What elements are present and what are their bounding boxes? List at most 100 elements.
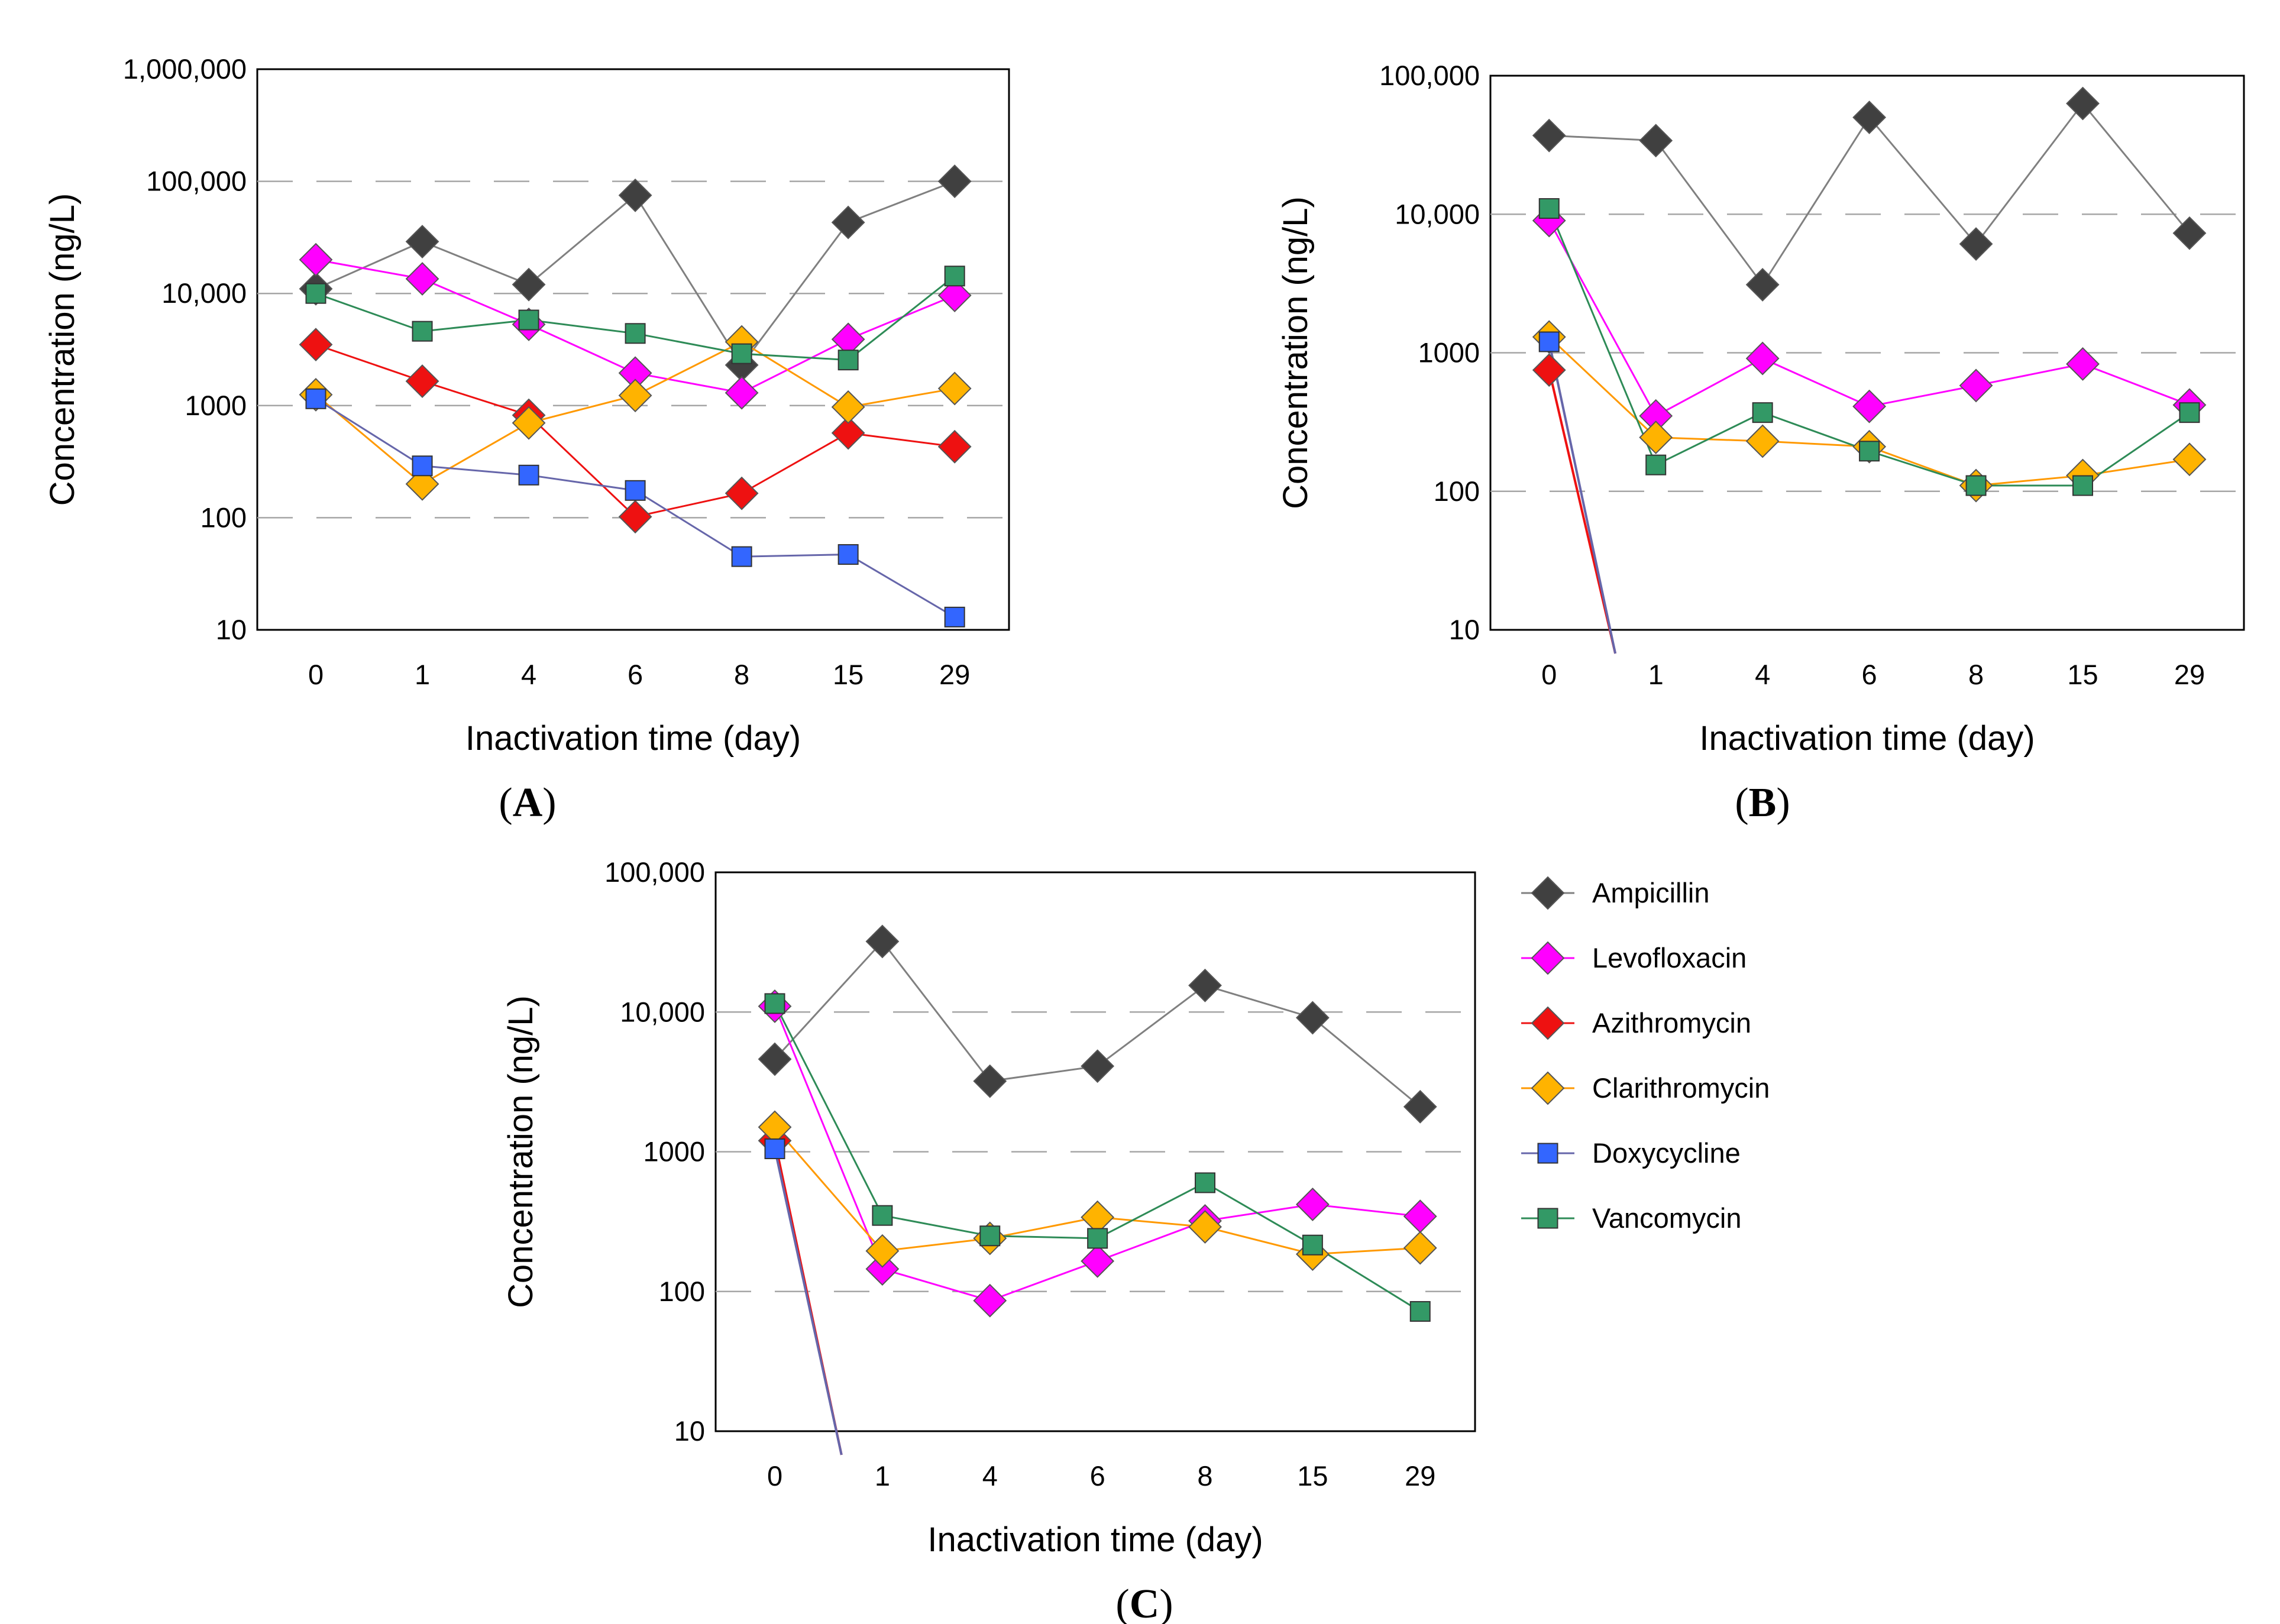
- panel-b-x-tick-label: 29: [2174, 659, 2205, 690]
- panel-a-point-azithromycin: [831, 416, 865, 450]
- panel-b-point-vancomycin: [1859, 441, 1880, 462]
- panel-c-point-ampicillin: [865, 924, 900, 959]
- panel-a-x-tick-label: 4: [521, 659, 536, 690]
- panel-a-point-vancomycin: [731, 343, 752, 364]
- panel-a-point-clarithromycin: [937, 371, 972, 406]
- panel-a-point-doxycycline: [518, 464, 539, 486]
- panel-b-x-tick-label: 0: [1541, 659, 1557, 690]
- panel-a-point-doxycycline: [625, 480, 646, 501]
- panel-c-point-vancomycin: [1302, 1234, 1323, 1256]
- panel-c-point-ampicillin: [1188, 968, 1222, 1002]
- panel-b-point-levofloxacin: [1745, 341, 1780, 376]
- panel-c-point-ampicillin: [973, 1064, 1007, 1098]
- panel-c-x-tick-label: 6: [1090, 1460, 1105, 1492]
- panel-c-point-clarithromycin: [865, 1234, 900, 1268]
- panel-b-point-ampicillin: [1852, 101, 1887, 134]
- panel-a-point-ampicillin: [831, 205, 865, 240]
- panel-a-x-tick-label: 6: [628, 659, 643, 690]
- panel-c-chart: 10 100 1000 10,000 100,000 0 1 4 6 8 15 29 Inactivat…: [502, 856, 1476, 1624]
- panel-c-y-tick-label: 10,000: [620, 996, 705, 1027]
- panel-a-point-doxycycline: [731, 546, 752, 567]
- panel-a-chart: 10 100 1000 10,000 100,000 1,000,000 0 1 4 6 8 15 29…: [43, 53, 1010, 826]
- panel-b-label: (B): [1735, 780, 1790, 826]
- panel-c-point-doxycycline: [764, 1138, 785, 1159]
- panel-b-y-tick-label: 100,000: [1379, 60, 1480, 91]
- panel-a-x-tick-label: 0: [308, 659, 324, 690]
- panel-b-point-levofloxacin: [1959, 368, 1993, 403]
- panel-c-y-tick-label: 100: [659, 1276, 705, 1307]
- panel-b-point-vancomycin: [1538, 198, 1560, 219]
- legend-label-levofloxacin: Levofloxacin: [1592, 942, 1747, 973]
- panel-b-point-ampicillin: [1745, 267, 1780, 302]
- panel-a-point-azithromycin: [299, 328, 333, 362]
- panel-b-point-azithromycin: [1532, 353, 1566, 387]
- panel-c-y-tick-label: 10: [674, 1415, 705, 1447]
- panel-b-point-doxycycline: [1538, 331, 1560, 352]
- panel-a-y-tick-label: 100,000: [146, 166, 247, 197]
- panel-a-point-vancomycin: [305, 283, 326, 304]
- panel-b-y-tick-label: 10,000: [1395, 198, 1480, 229]
- legend-marker-clarithromycin: [1531, 1071, 1565, 1105]
- panel-c-point-ampicillin: [758, 1042, 792, 1076]
- panel-c-x-tick-label: 4: [982, 1460, 998, 1492]
- panel-b-point-ampicillin: [1639, 124, 1673, 158]
- panel-a-x-axis-title: Inactivation time (day): [465, 719, 801, 758]
- panel-b-point-levofloxacin: [1852, 389, 1887, 423]
- panel-a-point-vancomycin: [837, 350, 859, 371]
- panel-a-point-azithromycin: [405, 364, 439, 398]
- legend-label-azithromycin: Azithromycin: [1592, 1007, 1751, 1039]
- panel-a-point-levofloxacin: [937, 279, 972, 312]
- panel-c-y-tick-label: 1000: [643, 1136, 705, 1167]
- panel-c-point-vancomycin: [979, 1225, 1001, 1247]
- panel-b-x-tick-label: 8: [1968, 659, 1984, 690]
- panel-a-point-azithromycin: [725, 476, 759, 510]
- legend-marker-vancomycin: [1537, 1208, 1558, 1229]
- panel-a-point-azithromycin: [618, 500, 652, 534]
- legend-marker-ampicillin: [1531, 876, 1565, 910]
- panel-b-point-vancomycin: [2179, 402, 2200, 423]
- panel-c-point-vancomycin: [1195, 1172, 1216, 1193]
- panel-b-point-ampicillin: [1959, 227, 1993, 261]
- panel-a-point-clarithromycin: [618, 378, 652, 413]
- panel-b-series-line-doxycycline: [1548, 341, 1617, 654]
- legend-label-vancomycin: Vancomycin: [1592, 1202, 1742, 1234]
- panel-c-label: (C): [1115, 1581, 1173, 1624]
- panel-c-point-clarithromycin: [1403, 1231, 1437, 1265]
- panel-b-point-levofloxacin: [2066, 347, 2100, 381]
- panel-a-y-tick-label: 100: [200, 502, 247, 533]
- panel-a-point-ampicillin: [512, 267, 546, 302]
- panel-a-point-ampicillin: [405, 225, 439, 258]
- panel-a-point-doxycycline: [305, 388, 326, 409]
- panel-c-point-levofloxacin: [1081, 1244, 1115, 1278]
- panel-a-y-tick-label: 1,000,000: [123, 53, 247, 85]
- panel-c-x-tick-label: 8: [1197, 1460, 1212, 1492]
- panel-c-x-axis-title: Inactivation time (day): [927, 1521, 1263, 1559]
- panel-b-point-vancomycin: [1965, 475, 1987, 496]
- panel-c-y-tick-label: 100,000: [604, 856, 705, 888]
- legend-marker-levofloxacin: [1531, 941, 1565, 975]
- panel-c-point-vancomycin: [764, 993, 785, 1014]
- panel-c-y-axis-title: Concentration (ng/L): [502, 995, 540, 1308]
- panel-a-point-doxycycline: [837, 544, 859, 565]
- panel-a-point-azithromycin: [937, 429, 972, 464]
- panel-b-y-tick-label: 10: [1449, 614, 1480, 645]
- panel-a-point-vancomycin: [412, 321, 433, 342]
- panel-b-point-vancomycin: [1645, 454, 1667, 475]
- panel-a-y-tick-label: 1000: [185, 390, 247, 421]
- panel-b-x-axis-title: Inactivation time (day): [1699, 719, 2035, 758]
- panel-c-x-tick-label: 0: [767, 1460, 782, 1492]
- panel-a-point-doxycycline: [944, 606, 965, 627]
- panel-a-x-tick-label: 15: [833, 659, 864, 690]
- panel-a-point-vancomycin: [944, 266, 965, 287]
- panel-b-y-axis-title: Concentration (ng/L): [1276, 196, 1315, 509]
- panel-a-point-ampicillin: [937, 164, 972, 199]
- panel-b-y-tick-label: 1000: [1418, 337, 1480, 368]
- panel-b-point-clarithromycin: [1639, 420, 1673, 455]
- panel-a-point-doxycycline: [412, 455, 433, 477]
- panel-c-point-levofloxacin: [973, 1283, 1007, 1318]
- panel-a-y-tick-label: 10: [216, 614, 247, 645]
- panel-c-point-ampicillin: [1081, 1049, 1115, 1083]
- panel-a-y-axis-title: Concentration (ng/L): [43, 193, 82, 506]
- panel-c-series-line-doxycycline: [774, 1149, 843, 1455]
